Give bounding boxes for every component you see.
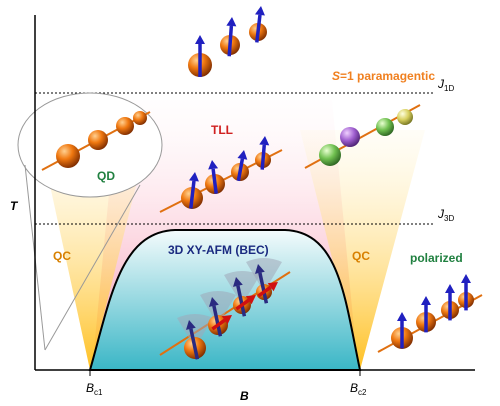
spin-arrowhead xyxy=(254,264,265,274)
spin-arrowhead xyxy=(195,35,205,44)
spin-site xyxy=(376,118,394,136)
spin-cone xyxy=(200,291,236,325)
spin-arrowhead xyxy=(221,315,232,325)
subscript: 3D xyxy=(444,214,454,223)
spin-site xyxy=(397,109,413,125)
symbol: J xyxy=(437,207,445,221)
spin-arrowhead xyxy=(397,312,407,321)
spin-arrowhead xyxy=(226,17,237,27)
spin-arrowhead xyxy=(259,136,270,146)
bc1-label: Bc1 xyxy=(86,381,103,397)
spin-arrow xyxy=(255,14,262,43)
spin-arrowhead xyxy=(245,295,256,305)
spin-site xyxy=(56,144,80,168)
spin-site xyxy=(133,111,147,125)
spin-arrow xyxy=(211,168,218,194)
spin-arrow xyxy=(189,328,200,360)
zoom-line xyxy=(44,184,141,351)
y-axis-label: T xyxy=(10,199,19,213)
j1d-label: J1D xyxy=(437,77,454,93)
tll-label: TLL xyxy=(211,123,233,137)
spin-arrow xyxy=(211,318,226,331)
symbol: S xyxy=(332,69,340,83)
spin-illustrations xyxy=(41,6,483,360)
text: =1 paramagentic xyxy=(340,69,435,83)
symbol: J xyxy=(437,77,445,91)
spin-arrowhead xyxy=(189,172,199,182)
qc-right-region xyxy=(300,130,425,370)
qc-right-label: QC xyxy=(352,249,370,263)
qc-left-label: QC xyxy=(53,249,71,263)
x-axis-label: B xyxy=(240,389,249,403)
subscript: c2 xyxy=(358,388,367,397)
spin-arrowhead xyxy=(208,297,219,307)
spin-arrow xyxy=(236,158,245,182)
spin-arrow xyxy=(258,272,269,304)
symbol: B xyxy=(350,381,358,395)
spin-arrowhead xyxy=(445,284,455,293)
spin-cone xyxy=(177,314,213,348)
polarized-label: polarized xyxy=(410,251,463,265)
spin-arrowhead xyxy=(237,150,248,160)
subscript: c1 xyxy=(94,388,103,397)
spin-arrow xyxy=(260,144,266,170)
spin-arrowhead xyxy=(232,277,243,287)
spin-arrow xyxy=(235,298,250,311)
spin-arrowhead xyxy=(255,6,265,16)
j3d-label: J3D xyxy=(437,207,454,223)
symbol: B xyxy=(86,381,94,395)
qd-label: QD xyxy=(97,169,115,183)
spin-arrow xyxy=(227,25,234,57)
spin-site xyxy=(116,117,134,135)
paramagnetic-label: S=1 paramagentic xyxy=(332,69,435,83)
spin-site xyxy=(319,144,341,166)
spin-cone xyxy=(224,271,260,305)
spin-arrow xyxy=(257,285,272,298)
spin-arrow xyxy=(236,285,247,317)
bec-label: 3D XY-AFM (BEC) xyxy=(168,243,269,257)
spin-arrow xyxy=(189,180,196,209)
spin-site xyxy=(88,130,108,150)
spin-arrowhead xyxy=(185,320,196,330)
spin-cone xyxy=(246,258,282,292)
bc2-label: Bc2 xyxy=(350,381,367,397)
spin-arrow xyxy=(212,305,223,337)
spin-arrowhead xyxy=(461,274,471,283)
spin-site xyxy=(340,127,360,147)
subscript: 1D xyxy=(444,84,454,93)
spin-arrowhead xyxy=(208,160,219,170)
spin-arrowhead xyxy=(267,282,278,292)
spin-arrowhead xyxy=(421,296,431,305)
